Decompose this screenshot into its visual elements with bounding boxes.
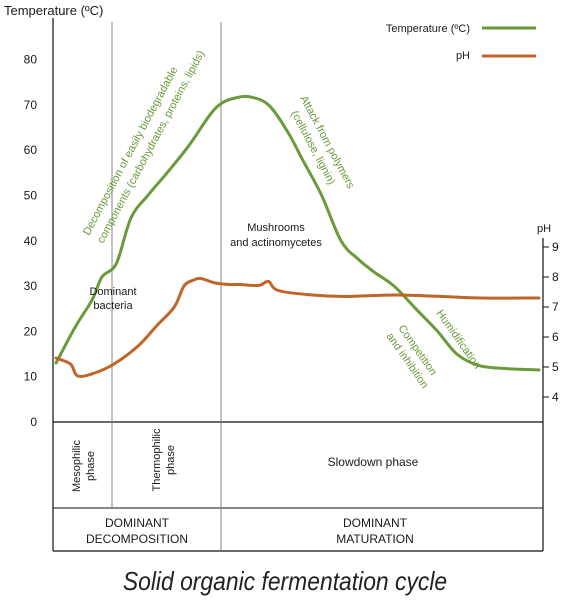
right-tick-label-9: 9 <box>552 240 559 254</box>
annotation-mushrooms-line1: Mushrooms <box>247 222 305 234</box>
stage-label-maturation-line1: DOMINANT <box>343 516 408 530</box>
series-line-ph <box>54 276 541 378</box>
series-line-temperature <box>54 94 541 372</box>
stage-label-decomposition-line2: DECOMPOSITION <box>86 532 188 546</box>
annotation-humidification: Humidification <box>434 308 483 371</box>
legend: Temperature (ºC) pH <box>386 23 536 62</box>
left-tick-label-70: 70 <box>24 98 38 112</box>
annotation-bacteria-line2: bacteria <box>93 300 133 312</box>
right-tick-label-4: 4 <box>552 390 559 404</box>
left-tick-label-20: 20 <box>24 324 38 338</box>
right-tick-label-5: 5 <box>552 360 559 374</box>
left-tick-label-30: 30 <box>24 279 38 293</box>
phase-label-mesophilic-line2: phase <box>85 451 97 481</box>
phase-label-thermophilic-line2: phase <box>165 445 177 475</box>
annotation-decomposition-line1: Decomposition of easily biodegradable <box>81 65 180 237</box>
right-axis-ticks: 4 5 6 7 8 9 <box>543 240 559 404</box>
chart-title: Solid organic fermentation cycle <box>122 566 448 596</box>
phase-label-mesophilic-line1: Mesophilic <box>71 440 83 492</box>
left-tick-label-50: 50 <box>24 189 38 203</box>
legend-label-ph: pH <box>456 50 470 62</box>
y-axis-title-temperature: Temperature (ºC) <box>4 3 103 18</box>
right-tick-label-6: 6 <box>552 330 559 344</box>
legend-label-temperature: Temperature (ºC) <box>386 23 470 35</box>
left-tick-label-10: 10 <box>24 370 38 384</box>
stage-label-decomposition-line1: DOMINANT <box>105 516 170 530</box>
phase-label-thermophilic-line1: Thermophilic <box>151 428 163 491</box>
y-axis-title-ph: pH <box>537 223 551 235</box>
annotation-bacteria-line1: Dominant <box>89 286 136 298</box>
phase-label-slowdown: Slowdown phase <box>328 455 419 469</box>
left-tick-label-0: 0 <box>30 415 37 429</box>
annotation-mushrooms-line2: and actinomycetes <box>230 237 322 249</box>
left-tick-label-80: 80 <box>24 53 38 67</box>
left-tick-label-40: 40 <box>24 234 38 248</box>
left-axis-ticks: 0 10 20 30 40 50 60 70 80 <box>24 53 38 429</box>
right-tick-label-8: 8 <box>552 270 559 284</box>
stage-label-maturation-line2: MATURATION <box>336 532 414 546</box>
right-tick-label-7: 7 <box>552 300 559 314</box>
left-tick-label-60: 60 <box>24 143 38 157</box>
